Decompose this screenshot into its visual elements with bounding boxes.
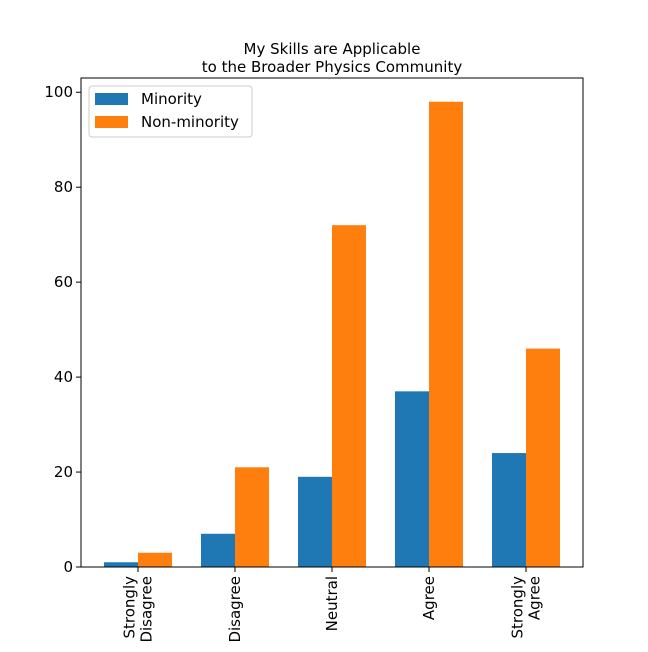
legend-swatch-minority <box>95 93 128 105</box>
y-tick-label: 80 <box>54 178 73 196</box>
y-tick-label: 60 <box>54 273 73 291</box>
x-tick-label-line: Disagree <box>138 576 156 643</box>
x-tick-label-line: Strongly <box>121 576 139 639</box>
y-tick-label: 20 <box>54 463 73 481</box>
plot-area-frame <box>80 77 584 568</box>
x-axis: Strongly Disagree Disagree Neutral Agree Stro… <box>121 567 544 643</box>
chart-title-line-1: My Skills are Applicable <box>244 40 421 58</box>
bars-group <box>104 101 560 568</box>
bar-non-minority-0 <box>138 552 172 567</box>
chart-title-line-2: to the Broader Physics Community <box>202 58 463 76</box>
bar-non-minority-4 <box>526 348 560 567</box>
y-tick-label: 100 <box>44 83 73 101</box>
legend-label-minority: Minority <box>141 90 202 108</box>
bar-non-minority-2 <box>332 225 366 568</box>
x-tick-label: Strongly Agree <box>509 576 544 639</box>
x-tick-label-line: Neutral <box>323 576 341 631</box>
x-tick-label: Agree <box>420 576 438 620</box>
x-tick-label-line: Disagree <box>226 576 244 643</box>
x-tick-label: Neutral <box>323 576 341 631</box>
x-tick-label-line: Strongly <box>509 576 527 639</box>
bar-minority-4 <box>492 453 526 567</box>
legend: Minority Non-minority <box>88 85 253 138</box>
x-tick-label: Strongly Disagree <box>121 576 156 643</box>
y-tick-label: 0 <box>63 558 73 576</box>
legend-box <box>88 85 253 138</box>
bar-minority-1 <box>201 533 235 567</box>
x-tick-label: Disagree <box>226 576 244 643</box>
legend-swatch-non-minority <box>95 116 128 128</box>
x-tick-label-line: Agree <box>420 576 438 620</box>
legend-label-non-minority: Non-minority <box>141 113 239 131</box>
bar-minority-3 <box>395 391 429 567</box>
y-tick-label: 40 <box>54 368 73 386</box>
bar-non-minority-1 <box>235 467 269 567</box>
y-axis: 0 20 40 60 80 100 <box>44 83 81 576</box>
bar-minority-2 <box>298 476 332 567</box>
bar-minority-0 <box>104 562 138 567</box>
x-tick-label-line: Agree <box>526 576 544 620</box>
bar-non-minority-3 <box>429 101 463 568</box>
